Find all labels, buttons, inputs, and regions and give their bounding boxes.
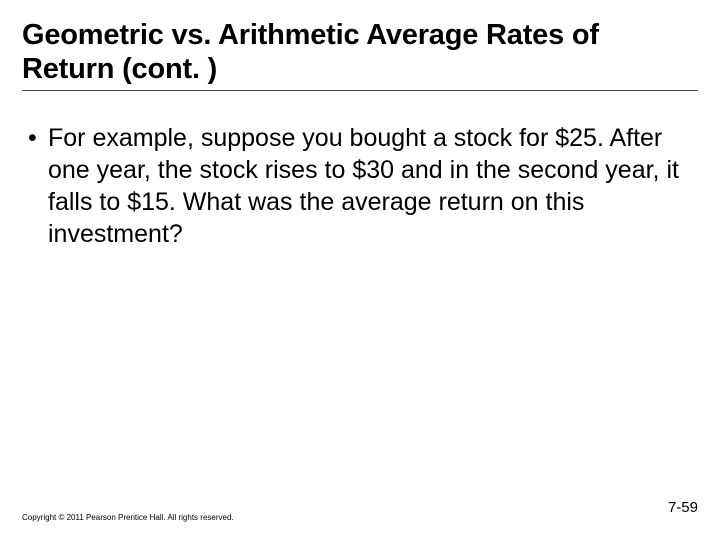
copyright-text: Copyright © 2011 Pearson Prentice Hall. … [22, 513, 234, 522]
title-block: Geometric vs. Arithmetic Average Rates o… [22, 18, 698, 91]
bullet-item: • For example, suppose you bought a stoc… [22, 122, 690, 250]
slide: Geometric vs. Arithmetic Average Rates o… [0, 0, 720, 540]
bullet-text: For example, suppose you bought a stock … [48, 122, 690, 250]
body-block: • For example, suppose you bought a stoc… [22, 122, 690, 250]
bullet-icon: • [22, 122, 48, 154]
slide-title: Geometric vs. Arithmetic Average Rates o… [22, 18, 698, 86]
page-number: 7-59 [668, 499, 698, 516]
